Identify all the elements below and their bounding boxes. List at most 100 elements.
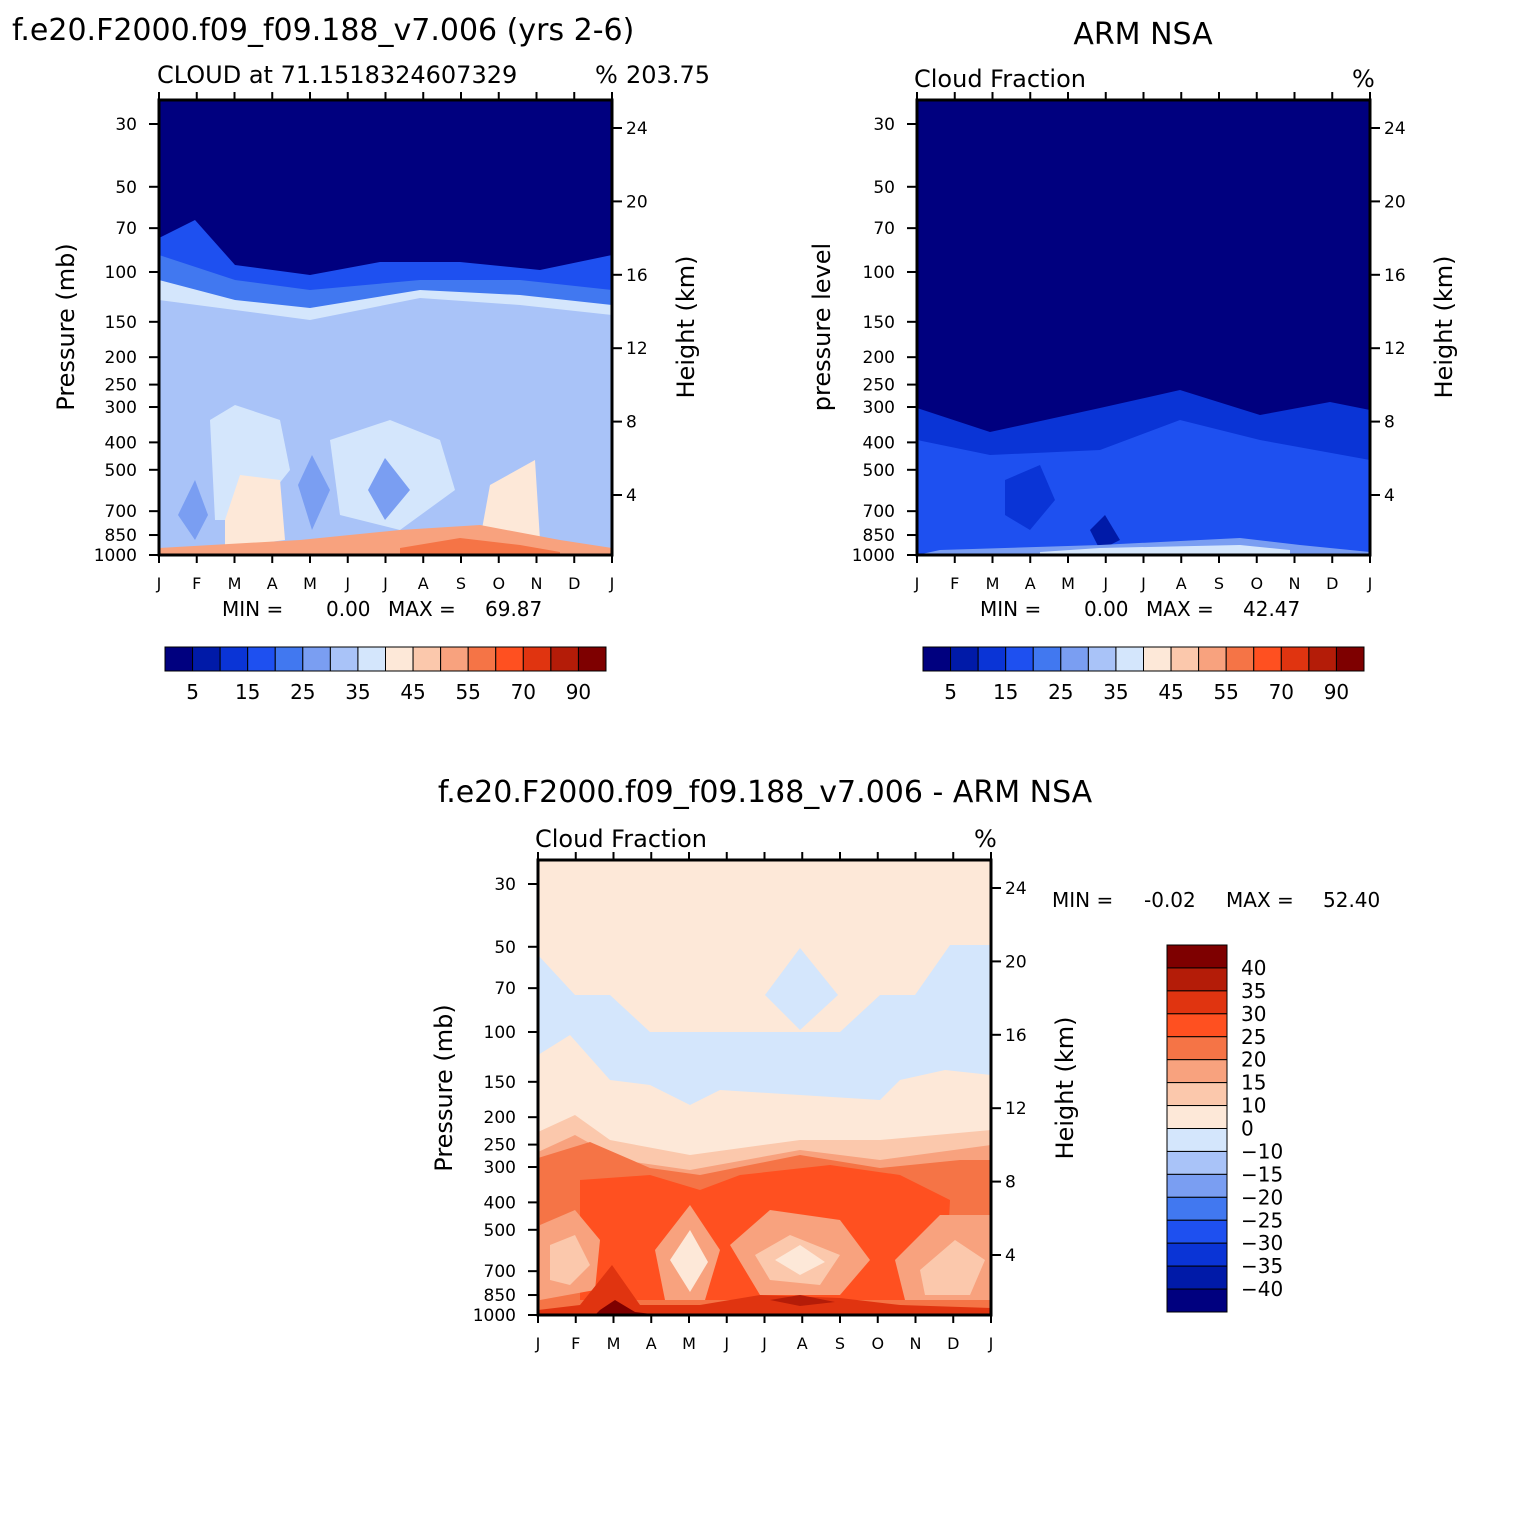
colorbar-label: 90 (1324, 680, 1349, 704)
panel3-ylabel-right: Height (km) (1051, 1017, 1079, 1160)
panel1-warm-blob (225, 475, 285, 548)
x-tick-label: M (228, 574, 242, 593)
x-tick-label: J (723, 1334, 729, 1353)
y-tick-label: 1000 (473, 1306, 516, 1326)
y-tick-label: 30 (494, 875, 516, 895)
panel3-diamond (765, 948, 838, 1030)
colorbar-cell (1166, 1242, 1228, 1267)
y-tick-right-label: 24 (1384, 119, 1406, 139)
y-tick-right-label: 20 (1384, 192, 1406, 212)
x-tick-label: J (344, 574, 350, 593)
panel2-title: ARM NSA (1073, 17, 1213, 52)
panel2-min-label: MIN = (980, 597, 1041, 621)
panel3-subtitle-left: Cloud Fraction (535, 825, 707, 853)
panel2-subtitle-left: Cloud Fraction (914, 65, 1086, 93)
y-tick-label: 30 (873, 115, 895, 135)
colorbar-label: 40 (1241, 956, 1266, 980)
y-tick-label: 700 (863, 502, 895, 522)
x-tick-label: J (609, 574, 615, 593)
y-tick-right-label: 20 (1005, 952, 1027, 972)
colorbar-cell (1005, 646, 1034, 672)
colorbar-label: 45 (1158, 680, 1183, 704)
y-tick-label: 400 (484, 1193, 516, 1213)
colorbar-cell (1335, 646, 1365, 672)
y-tick-label: 500 (863, 461, 895, 481)
panel3-surface-darker (595, 1300, 660, 1315)
colorbar-cell (302, 646, 331, 672)
panel1-blue-patch-3 (368, 458, 410, 520)
x-tick-label: S (456, 574, 466, 593)
y-tick-right-label: 8 (626, 413, 637, 433)
y-tick-label: 70 (873, 219, 895, 239)
panel2-stats: MIN = 0.00 MAX = 42.47 (980, 597, 1300, 621)
panel-obs: ARM NSA Cloud Fraction % J F M A M J J A S O N D J 30… (808, 17, 1458, 704)
x-tick-label: D (1326, 574, 1338, 593)
panel2-band-top (917, 100, 1370, 432)
colorbar-cell (1060, 646, 1089, 672)
y-tick-label: 100 (863, 263, 895, 283)
panel3-ylabel: Pressure (mb) (430, 1004, 458, 1171)
y-tick-right-label: 8 (1005, 1173, 1016, 1193)
panel3-min-label: MIN = (1052, 888, 1113, 912)
y-tick-right-label: 12 (626, 339, 648, 359)
colorbar-label: 5 (186, 680, 199, 704)
colorbar-cell (1166, 990, 1228, 1015)
colorbar-label: 25 (1048, 680, 1073, 704)
colorbar-cell (1115, 646, 1144, 672)
colorbar-cell (440, 646, 469, 672)
panel2-surface-pale (1040, 545, 1290, 555)
panel1-ylabel: Pressure (mb) (52, 243, 80, 410)
x-tick-label: O (1250, 574, 1263, 593)
panel1-title: f.e20.F2000.f09_f09.188_v7.006 (yrs 2-6) (12, 13, 634, 48)
colorbar-label: −25 (1241, 1208, 1283, 1232)
y-tick-label: 200 (484, 1108, 516, 1128)
x-tick-label: F (950, 574, 959, 593)
colorbar-cell (950, 646, 979, 672)
panel3-warm-left-in (550, 1235, 590, 1285)
y-tick-right-label: 4 (626, 486, 637, 506)
x-tick-label: A (267, 574, 278, 593)
y-tick-label: 150 (863, 313, 895, 333)
colorbar-cell (357, 646, 386, 672)
y-tick-label: 250 (484, 1136, 516, 1156)
x-tick-label: N (910, 1334, 922, 1353)
panel1-min-label: MIN = (222, 597, 283, 621)
y-tick-label: 500 (105, 461, 137, 481)
panel3-subtitle-right: % (974, 825, 997, 853)
x-tick-label: J (156, 574, 162, 593)
panel1-surface-hot (400, 538, 560, 555)
colorbar-cell (412, 646, 442, 672)
panel3-max-value: 52.40 (1323, 888, 1380, 912)
panel2-min-value: 0.00 (1084, 597, 1129, 621)
colorbar-cell (1166, 1082, 1228, 1107)
y-tick-right-label: 24 (1005, 879, 1027, 899)
y-tick-label: 850 (863, 526, 895, 546)
y-tick-label: 200 (863, 348, 895, 368)
colorbar-cell (1032, 646, 1062, 672)
panel2-ylabel-right: Height (km) (1430, 256, 1458, 399)
x-tick-label: N (531, 574, 543, 593)
y-tick-label: 500 (484, 1221, 516, 1241)
y-tick-right-label: 4 (1005, 1246, 1016, 1266)
colorbar-cell (219, 646, 249, 672)
colorbar-cell (1280, 646, 1310, 672)
y-tick-label: 70 (494, 979, 516, 999)
colorbar-cell (522, 646, 552, 672)
colorbar-label: 35 (345, 680, 370, 704)
panel1-ylabel-right: Height (km) (672, 256, 700, 399)
y-tick-right-label: 12 (1005, 1099, 1027, 1119)
panel1-warm-right (480, 460, 540, 540)
y-tick-label: 1000 (852, 546, 895, 566)
x-tick-label: D (568, 574, 580, 593)
colorbar-cell (495, 646, 524, 672)
panel1-colorbar: 5 15 25 35 45 55 70 90 (164, 646, 607, 704)
x-tick-label: O (492, 574, 505, 593)
colorbar-label: 10 (1241, 1094, 1266, 1118)
colorbar-label: 55 (455, 680, 480, 704)
y-tick-label: 50 (873, 178, 895, 198)
colorbar-label: 35 (1103, 680, 1128, 704)
colorbar-label: 25 (290, 680, 315, 704)
colorbar-cell (192, 646, 221, 672)
